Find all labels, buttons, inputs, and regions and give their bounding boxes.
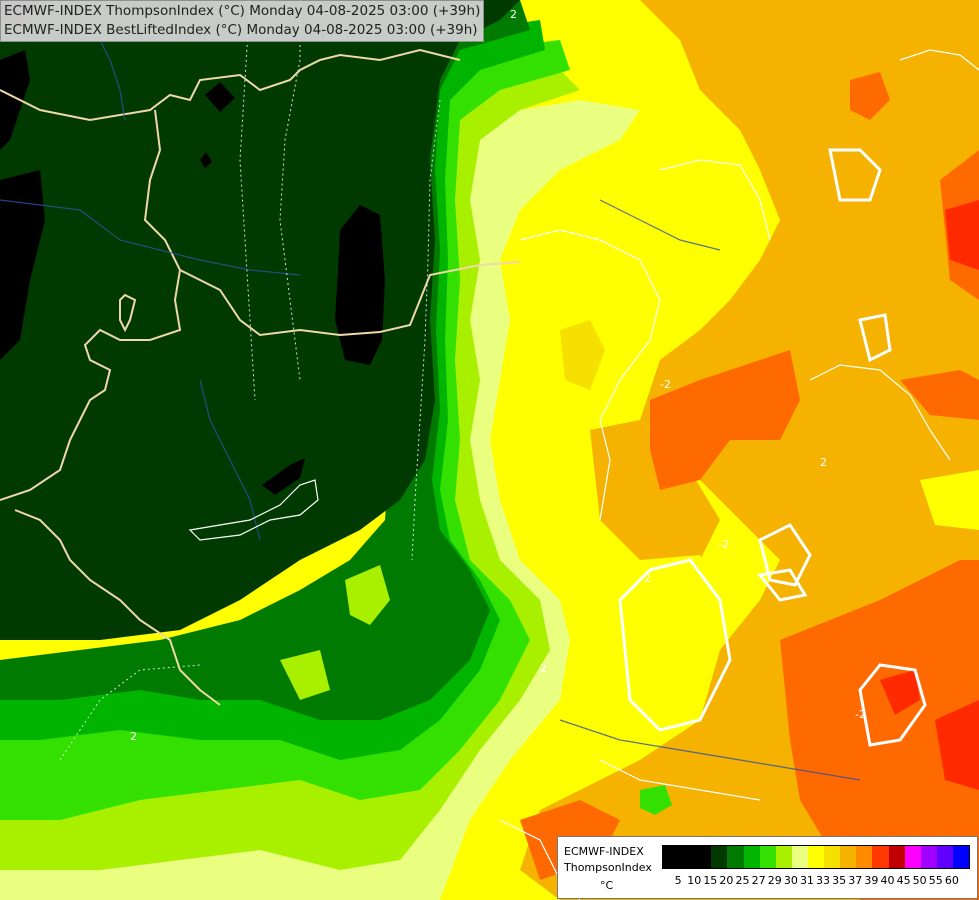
black-patch [200,152,212,168]
legend-swatch [856,846,873,868]
legend-swatch [679,846,696,868]
legend-swatch [824,846,841,868]
border-lines [0,48,521,706]
legend-swatch [759,846,776,868]
legend-tick: 55 [928,874,943,887]
legend-tick: 45 [896,874,911,887]
black-patch [0,50,30,150]
contour-label: 2 [510,8,517,21]
black-patch [205,82,235,112]
legend-swatch [840,846,857,868]
legend-swatch [807,846,825,868]
legend-tick: 37 [848,874,863,887]
legend-swatch [904,846,921,868]
legend-tick: 5 [674,874,682,887]
legend-swatch [791,846,808,868]
legend-tick: 33 [816,874,831,887]
darkgreen-region [0,0,520,640]
legend-swatch [727,846,744,868]
red-patch [935,700,979,790]
legend-swatch [952,846,970,868]
legend-tick: 29 [767,874,782,887]
contour-label: 2 [540,662,547,675]
green-spot [640,785,672,815]
contour-label: -2 [718,538,729,551]
legend-tick: 25 [735,874,750,887]
legend-swatches [662,845,970,869]
contour-label: -2 [855,708,866,721]
contour-label: 2 [130,730,137,743]
legend-tick: 35 [832,874,847,887]
legend-tick: 60 [944,874,959,887]
legend-tick: 30 [783,874,798,887]
lifted-index-contours [618,148,927,747]
orange-region-west [590,420,720,560]
legend-tick: 50 [912,874,927,887]
legend-unit: °C [600,879,614,892]
legend-swatch [920,846,937,868]
legend-tick: 39 [864,874,879,887]
legend-tick: 10 [687,874,702,887]
contour-label: 2 [820,456,827,469]
legend-line-1: ECMWF-INDEX [564,845,644,858]
black-patch [335,205,385,365]
yellow-patch [560,320,605,390]
legend-swatch [936,846,953,868]
black-patch [262,458,305,495]
legend-swatch [695,846,712,868]
title-box: ECMWF-INDEX ThompsonIndex (°C) Monday 04… [0,0,485,42]
legend-tick: 27 [751,874,766,887]
redorange-patch [900,370,979,420]
legend-swatch [743,846,760,868]
legend: ECMWF-INDEX ThompsonIndex °C 5 10 15 20 25 27… [557,836,978,899]
legend-line-2: ThompsonIndex [564,861,652,874]
legend-swatch [711,846,728,868]
legend-swatch [775,846,792,868]
title-line-1: ECMWF-INDEX ThompsonIndex (°C) Monday 04… [4,3,481,19]
contour-label: -2 [660,378,671,391]
legend-tick: 15 [703,874,718,887]
yellow-patch [920,470,979,530]
green-spot [280,650,330,700]
legend-swatch [872,846,889,868]
redorange-patch [780,560,979,900]
legend-tick: 20 [719,874,734,887]
yellow-patch [625,555,720,680]
red-patch [880,670,920,715]
dotted-contours [59,0,441,761]
legend-swatch [663,846,680,868]
legend-swatch [888,846,905,868]
contour-labels: 2 2 2 2 -2 -2 -2 -2 [130,8,866,743]
redorange-patch [850,72,890,120]
legend-tick: 31 [799,874,814,887]
contour-label: -2 [640,572,651,585]
legend-tick: 40 [880,874,895,887]
red-patch [945,200,979,270]
redorange-patch [650,350,800,490]
lifted-index-contours-thin [188,49,979,900]
black-patch [0,170,45,360]
green-spot [345,565,390,625]
river-lines [0,39,861,781]
title-line-2: ECMWF-INDEX BestLiftedIndex (°C) Monday … [4,22,478,38]
